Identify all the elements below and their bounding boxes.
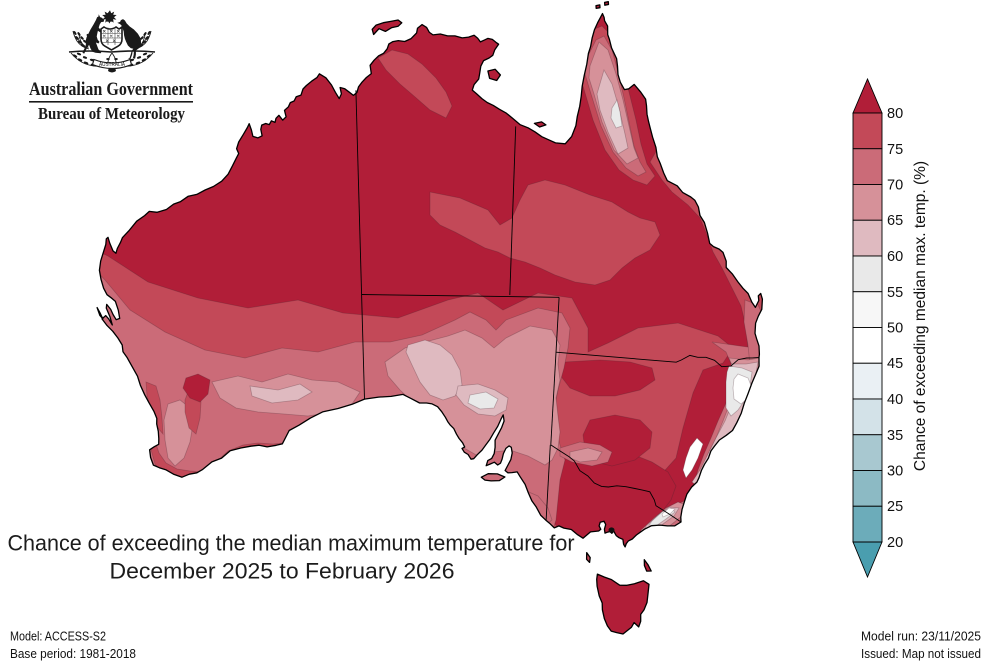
svg-text:AUSTRALIA: AUSTRALIA xyxy=(99,62,125,68)
svg-text:25: 25 xyxy=(887,499,903,515)
svg-text:65: 65 xyxy=(887,213,903,229)
svg-text:45: 45 xyxy=(887,356,903,372)
svg-text:30: 30 xyxy=(887,464,903,480)
svg-text:Base period: 1981-2018: Base period: 1981-2018 xyxy=(10,647,136,661)
svg-text:50: 50 xyxy=(887,321,903,337)
svg-text:December 2025 to February 2026: December 2025 to February 2026 xyxy=(110,559,455,584)
svg-text:Issued: Map not issued: Issued: Map not issued xyxy=(861,647,981,661)
svg-text:75: 75 xyxy=(887,142,903,158)
svg-text:40: 40 xyxy=(887,392,903,408)
svg-text:35: 35 xyxy=(887,428,903,444)
svg-text:Chance of exceeding the median: Chance of exceeding the median maximum t… xyxy=(8,531,575,556)
svg-text:80: 80 xyxy=(887,106,903,122)
svg-text:70: 70 xyxy=(887,178,903,194)
svg-text:60: 60 xyxy=(887,249,903,265)
svg-text:Model run: 23/11/2025: Model run: 23/11/2025 xyxy=(861,630,981,644)
svg-text:Chance of exceeding median max: Chance of exceeding median max. temp. (%… xyxy=(912,161,929,471)
svg-text:20: 20 xyxy=(887,535,903,551)
svg-text:55: 55 xyxy=(887,285,903,301)
svg-text:Bureau of Meteorology: Bureau of Meteorology xyxy=(38,104,186,123)
svg-text:Australian Government: Australian Government xyxy=(29,79,194,100)
svg-text:Model: ACCESS-S2: Model: ACCESS-S2 xyxy=(10,630,106,644)
